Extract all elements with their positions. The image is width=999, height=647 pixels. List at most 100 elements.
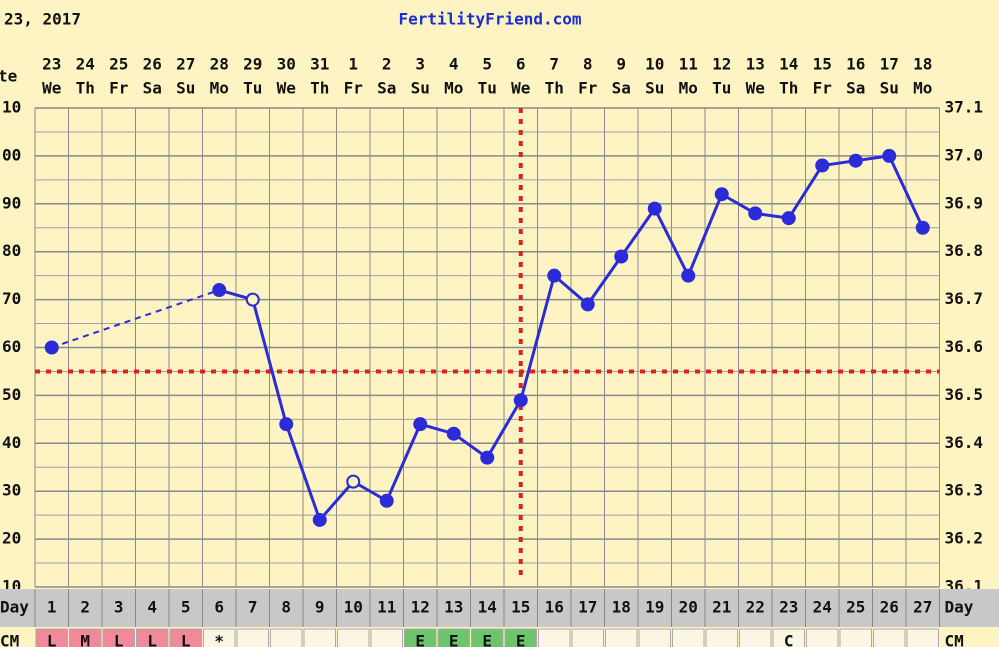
day-label: 15 (511, 598, 530, 617)
cm-cell (203, 628, 236, 647)
temperature-point (748, 206, 763, 221)
cm-cell (102, 628, 135, 647)
weekday-label: We (277, 79, 296, 98)
date-heading: 23, 2017 (4, 10, 81, 29)
date-label: 10 (645, 55, 664, 74)
temperature-point (312, 512, 327, 527)
weekday-label: Fr (813, 79, 832, 98)
temperature-line (218, 154, 925, 523)
temperature-point (681, 268, 696, 283)
date-label: 18 (913, 55, 932, 74)
day-label: 16 (545, 598, 564, 617)
cm-cell (169, 628, 202, 647)
date-label: 13 (746, 55, 765, 74)
day-label: 22 (746, 598, 765, 617)
y-tick-label: 70 (2, 289, 21, 308)
cm-cell (69, 628, 102, 647)
day-label: 7 (248, 598, 258, 617)
cm-label: E (449, 632, 459, 647)
temperature-point (647, 201, 662, 216)
cm-cell (303, 628, 336, 647)
y-tick-label: 40 (2, 433, 21, 452)
weekday-label: Fr (109, 79, 128, 98)
day-label: 27 (913, 598, 932, 617)
cm-cell (370, 628, 403, 647)
cm-cell (672, 628, 705, 647)
temperature-point (547, 268, 562, 283)
date-label: 29 (243, 55, 262, 74)
day-label: 26 (880, 598, 899, 617)
day-label: 25 (846, 598, 865, 617)
y-tick-label: 10 (2, 98, 21, 117)
date-label: 6 (516, 55, 526, 74)
date-label: 1 (348, 55, 358, 74)
y-tick-label: 00 (2, 145, 21, 164)
cm-cell (705, 628, 738, 647)
cm-cell (571, 628, 604, 647)
cm-label: L (147, 632, 157, 647)
day-label: 20 (679, 598, 698, 617)
day-label: 5 (181, 598, 191, 617)
date-label: 2 (382, 55, 392, 74)
weekday-label: Sa (612, 79, 631, 98)
temperature-point (714, 187, 729, 202)
weekday-label: Fr (344, 79, 363, 98)
weekday-label: Su (176, 79, 195, 98)
date-label: 28 (210, 55, 229, 74)
weekday-label: Mo (679, 79, 698, 98)
day-row-label-right: Day (945, 598, 974, 617)
day-label: 14 (478, 598, 497, 617)
weekday-label: Su (645, 79, 664, 98)
date-label: 15 (813, 55, 832, 74)
temperature-point (915, 220, 930, 235)
cm-label: M (80, 632, 90, 647)
y2-tick-label: 37.1 (945, 98, 984, 117)
date-label: 12 (712, 55, 731, 74)
cm-cell (471, 628, 504, 647)
temperature-point (815, 158, 830, 173)
date-label: 31 (310, 55, 329, 74)
y-tick-label: 50 (2, 385, 21, 404)
gap-connector (51, 289, 220, 349)
day-label: 1 (47, 598, 57, 617)
weekday-label: We (42, 79, 61, 98)
day-label: 11 (377, 598, 396, 617)
day-label: 4 (147, 598, 157, 617)
cm-cell (839, 628, 872, 647)
cm-cell (538, 628, 571, 647)
cm-label: E (482, 632, 492, 647)
weekday-label: Sa (377, 79, 396, 98)
y2-tick-label: 36.2 (945, 529, 984, 548)
cm-cell (772, 628, 805, 647)
date-label: 11 (679, 55, 698, 74)
cm-label: C (784, 632, 794, 647)
cm-label: E (415, 632, 425, 647)
day-label: 24 (813, 598, 832, 617)
cm-cell (806, 628, 839, 647)
temperature-point (446, 426, 461, 441)
weekday-label: Mo (913, 79, 932, 98)
date-label: 3 (415, 55, 425, 74)
cm-cell (638, 628, 671, 647)
day-label: 3 (114, 598, 124, 617)
date-label: 25 (109, 55, 128, 74)
cm-cell (906, 628, 939, 647)
cm-label: L (181, 632, 191, 647)
day-label: 21 (712, 598, 731, 617)
weekday-label: Tu (478, 79, 497, 98)
temperature-point (580, 297, 595, 312)
date-label: 30 (277, 55, 296, 74)
day-label: 13 (444, 598, 463, 617)
cm-row-label: CM (0, 632, 19, 647)
cm-cell (739, 628, 772, 647)
cm-cell (404, 628, 437, 647)
weekday-label: Su (880, 79, 899, 98)
temperature-point (245, 292, 260, 307)
cm-cell (873, 628, 906, 647)
cm-cell (136, 628, 169, 647)
temperature-point (848, 153, 863, 168)
day-label: 8 (281, 598, 291, 617)
y-tick-label: 80 (2, 241, 21, 260)
